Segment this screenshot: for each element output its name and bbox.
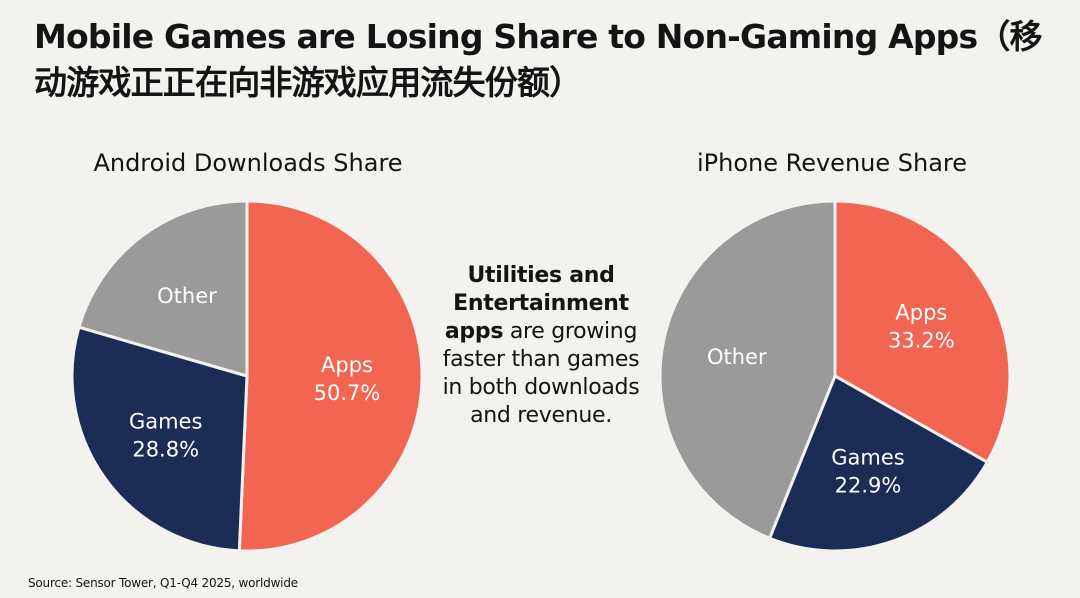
iphone-pie-chart: Apps 33.2% Games 22.9% Other <box>658 199 1012 553</box>
page-title: Mobile Games are Losing Share to Non-Gam… <box>34 17 1043 102</box>
source-note: Source: Sensor Tower, Q1-Q4 2025, worldw… <box>28 576 298 590</box>
iphone-chart-title: iPhone Revenue Share <box>696 149 968 177</box>
android-slice-label-other: Other <box>157 284 217 308</box>
android-slice-label-apps: Apps <box>321 353 373 377</box>
android-slice-apps <box>237 199 424 553</box>
iphone-slice-apps <box>833 199 1012 464</box>
android-slice-games <box>70 325 249 553</box>
android-chart-title: Android Downloads Share <box>93 149 403 177</box>
android-slice-value-games: 28.8% <box>132 437 199 461</box>
iphone-slice-value-apps: 33.2% <box>888 329 955 353</box>
android-slice-other <box>77 199 249 378</box>
android-pie-chart: Apps 50.7% Games 28.8% Other <box>70 199 424 553</box>
iphone-slice-value-games: 22.9% <box>835 473 902 497</box>
iphone-slice-other <box>658 199 837 540</box>
callout-bold-text: Utilities and Entertainment apps <box>444 263 629 344</box>
callout-text: Utilities and Entertainment apps are gro… <box>438 262 644 430</box>
iphone-slice-label-other: Other <box>707 345 767 369</box>
iphone-slice-label-apps: Apps <box>895 301 947 325</box>
iphone-slice-label-games: Games <box>831 445 904 469</box>
iphone-slice-games <box>768 374 989 553</box>
android-slice-value-apps: 50.7% <box>314 381 381 405</box>
callout-rest-text: are growing faster than games in both do… <box>442 319 640 428</box>
android-slice-label-games: Games <box>129 409 202 433</box>
